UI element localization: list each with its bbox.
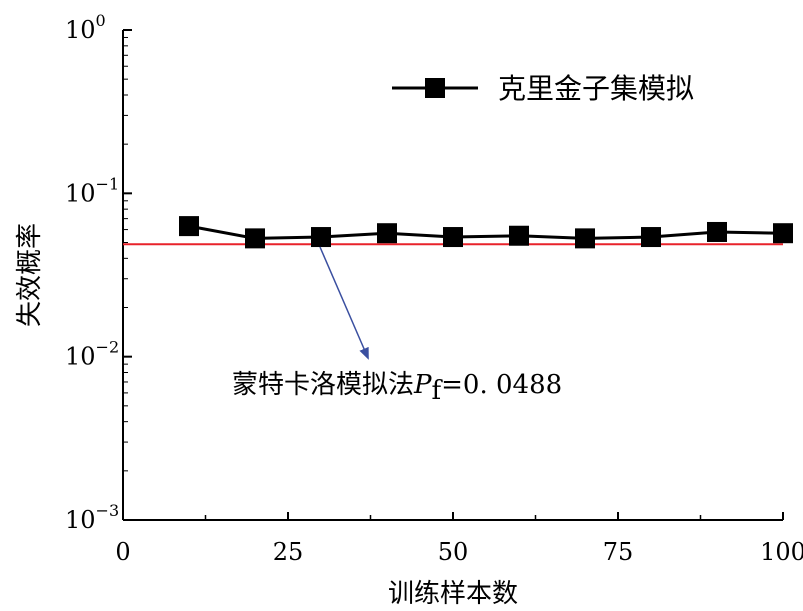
- x-tick-label-2: 50: [438, 538, 469, 566]
- legend-marker: [425, 78, 445, 98]
- y-tick-label-3: 10−3: [65, 501, 119, 534]
- data-point-1: [245, 228, 265, 249]
- data-point-3: [377, 223, 397, 244]
- data-point-0: [179, 216, 199, 237]
- x-tick-label-3: 75: [603, 538, 634, 566]
- series-markers: [179, 216, 793, 249]
- x-axis-title: 训练样本数: [388, 579, 518, 609]
- data-point-6: [575, 228, 595, 249]
- data-point-2: [311, 227, 331, 248]
- data-point-9: [773, 223, 793, 244]
- x-tick-label-0: 0: [115, 538, 130, 566]
- annotation-subscript: f: [432, 376, 444, 406]
- annotation-value: =0. 0488: [441, 370, 562, 400]
- data-point-5: [509, 225, 529, 246]
- annotation-text: 蒙特卡洛模拟法: [232, 370, 414, 400]
- x-tick-label-4: 100: [760, 538, 803, 566]
- y-ticks: 100 10−1 10−2 10−3: [65, 11, 132, 534]
- data-point-4: [443, 227, 463, 248]
- data-point-8: [707, 221, 727, 242]
- legend-label: 克里金子集模拟: [498, 72, 694, 105]
- y-axis-title: 失效概率: [15, 223, 45, 327]
- y-tick-label-0: 100: [65, 11, 106, 44]
- annotation-arrow: [319, 246, 369, 360]
- legend: 克里金子集模拟: [392, 72, 694, 105]
- x-tick-label-1: 25: [273, 538, 304, 566]
- data-point-7: [641, 227, 661, 248]
- annotation-label: 蒙特卡洛模拟法Pf=0. 0488: [232, 370, 562, 406]
- annotation-symbol: P: [413, 370, 432, 400]
- x-ticks: 0 25 50 75 100: [115, 512, 803, 566]
- series-line: [188, 224, 784, 240]
- y-tick-label-2: 10−2: [65, 338, 119, 371]
- y-tick-label-1: 10−1: [65, 174, 119, 207]
